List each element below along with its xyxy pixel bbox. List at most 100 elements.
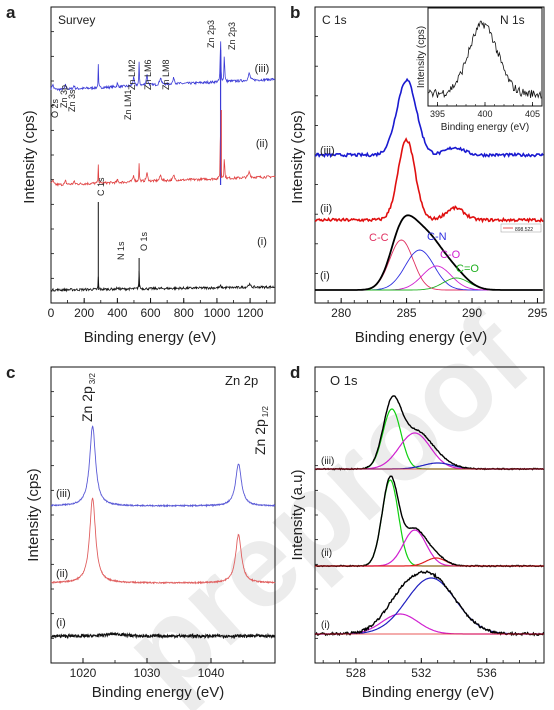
panel-c-xtick-label: 1040	[198, 666, 225, 680]
panel-c-ylabel: Intensity (cps)	[25, 468, 42, 561]
panel-d-xlabel: Binding energy (eV)	[362, 684, 495, 701]
panel-d-ylabel: Intensity (a.u)	[289, 470, 306, 561]
panel-d-xtick-label: 532	[411, 666, 431, 680]
panel-b-xtick-label: 285	[397, 306, 417, 320]
panel-b-series-ii-label: (ii)	[320, 203, 332, 215]
panel-b-component-label: C-O	[440, 249, 461, 261]
panel-c-peak-sub: 1/2	[261, 406, 270, 418]
panel-b-series-i-line	[315, 214, 543, 291]
panel-a-xtick-label: 1000	[204, 306, 231, 320]
panel-b-component-1	[315, 239, 543, 291]
panel-a-peak-label: C 1s	[96, 177, 106, 196]
panel-a-peak-label: Zn 2p3	[206, 20, 216, 48]
panel-c-series-ii-label: (ii)	[56, 568, 68, 580]
panel-b: b C 1s 280 285 290 295 (iii) (ii) (i) C-C C-N C-O…	[289, 3, 548, 346]
panel-d-letter: d	[290, 363, 300, 382]
panel-b-xtick-label: 290	[462, 306, 482, 320]
panel-b-plot: 280 285 290 295 (iii) (ii) (i) C-C C-N C-O C=O 898.…	[314, 6, 548, 320]
panel-c-series-i-line	[50, 631, 276, 640]
panel-a-series-ii-label: (ii)	[256, 138, 268, 150]
panel-d-series-i-component-1	[315, 613, 544, 635]
panel-c-xlabel: Binding energy (eV)	[92, 684, 225, 701]
panel-a-ylabel: Intensity (cps)	[21, 110, 38, 203]
panel-c-title: Zn 2p	[225, 373, 258, 388]
panel-b-inset-xlabel: Binding energy (eV)	[441, 122, 529, 133]
panel-a: a Survey 0 200 400 600 800 1000 1200 (iii) (ii) (…	[6, 3, 276, 346]
panel-a-series-ii-line	[50, 124, 276, 187]
panel-d: d O 1s 528 532 536 (iii) (ii) (i) Binding ene…	[289, 363, 545, 701]
panel-a-title: Survey	[58, 13, 95, 27]
panel-a-peak-label: N 1s	[116, 241, 126, 260]
panel-d-series-i-envelope	[314, 570, 545, 637]
watermark-text: preproof	[98, 289, 554, 710]
panel-b-legend: 898.522	[500, 223, 542, 233]
panel-a-peak-label: Zn 3s	[67, 89, 77, 112]
panel-b-legend-box	[500, 223, 542, 233]
panel-c-series-i-label: (i)	[56, 617, 66, 629]
panel-b-legend-text: 898.522	[515, 227, 533, 233]
panel-c-series-ii-line	[50, 497, 276, 585]
panel-b-inset-title: N 1s	[500, 13, 525, 27]
panel-a-peak-label: O 2s	[50, 98, 60, 118]
panel-b-inset-xtick-label: 405	[525, 109, 540, 119]
panel-a-xtick-label: 400	[107, 306, 127, 320]
panel-a-xlabel: Binding energy (eV)	[84, 329, 217, 346]
panel-a-xtick-label: 800	[174, 306, 194, 320]
panel-a-letter: a	[6, 3, 16, 22]
panel-b-inset: 395 400 405 N 1s Binding energy (eV) Intensit…	[416, 7, 543, 133]
panel-d-plot: 528 532 536 (iii) (ii) (i)	[314, 366, 545, 680]
panel-b-xlabel: Binding energy (eV)	[355, 329, 488, 346]
panel-a-peak-label: Zn 3p	[59, 85, 69, 108]
panel-b-inset-line	[427, 20, 542, 99]
panel-a-series-i-line	[50, 270, 276, 293]
panel-b-ylabel: Intensity (cps)	[289, 110, 306, 203]
panel-b-inset-ylabel: Intensity (cps)	[416, 26, 427, 88]
panel-d-xtick-label: 536	[477, 666, 497, 680]
panel-a-series-iii-label: (iii)	[255, 63, 270, 75]
panel-b-series-iii-label: (iii)	[320, 145, 335, 157]
panel-a-xtick-label: 600	[141, 306, 161, 320]
panel-b-series-iii-line	[314, 77, 544, 159]
panel-b-series-i-label: (i)	[320, 270, 330, 282]
panel-c-peak-sub: 3/2	[88, 373, 97, 385]
panel-d-series-i-component-2	[315, 577, 544, 635]
panel-b-series-ii-line	[314, 137, 544, 224]
panel-d-series-ii-label: (ii)	[321, 548, 332, 559]
panel-b-component-2	[315, 249, 543, 291]
panel-c-xtick-label: 1020	[70, 666, 97, 680]
panel-b-component-label: C-N	[427, 231, 447, 243]
panel-b-title: C 1s	[322, 13, 347, 27]
watermark: preproof	[98, 289, 554, 710]
panel-b-component-label: C-C	[369, 232, 389, 244]
panel-a-peak-label: Zn 2p3	[227, 22, 237, 50]
panel-d-xtick-label: 528	[346, 666, 366, 680]
panel-b-inset-xtick-label: 400	[477, 109, 492, 119]
panel-b-letter: b	[290, 3, 300, 22]
panel-c-series-iii-label: (iii)	[56, 488, 71, 500]
panel-a-series-iii-line	[50, 41, 276, 92]
panel-a-peak-label: Zn LM1	[123, 89, 133, 120]
panel-a-peak-label: Zn LM6	[143, 59, 153, 90]
panel-a-peak-label: Zn LM8	[161, 59, 171, 90]
panel-a-peak-label: Zn LM2	[127, 59, 137, 90]
panel-b-xtick-label: 280	[331, 306, 351, 320]
panel-b-component-label: C=O	[456, 263, 479, 275]
panel-c-peak-label: Zn 2p1/2	[252, 406, 270, 455]
panel-d-series-i-label: (i)	[321, 620, 330, 631]
panel-c-peak-label: Zn 2p3/2	[79, 373, 97, 422]
panel-c-series-iii-line	[50, 425, 276, 508]
panel-c-letter: c	[6, 363, 15, 382]
panel-a-frame	[50, 6, 276, 304]
panel-d-series-iii-label: (iii)	[321, 456, 334, 467]
panel-c-xtick-label: 1030	[134, 666, 161, 680]
panel-a-xtick-label: 1200	[237, 306, 264, 320]
panel-a-peak-label: O 1s	[139, 231, 149, 251]
panel-d-title: O 1s	[330, 373, 358, 388]
panel-a-xtick-label: 0	[48, 306, 55, 320]
panel-a-xtick-label: 200	[74, 306, 94, 320]
panel-b-inset-xtick-label: 395	[430, 109, 445, 119]
panel-b-xtick-label: 295	[527, 306, 547, 320]
panel-b-component-4	[315, 277, 543, 291]
panel-a-plot: 0 200 400 600 800 1000 1200(iii)(ii)(i)O 2sZn …	[48, 6, 276, 320]
